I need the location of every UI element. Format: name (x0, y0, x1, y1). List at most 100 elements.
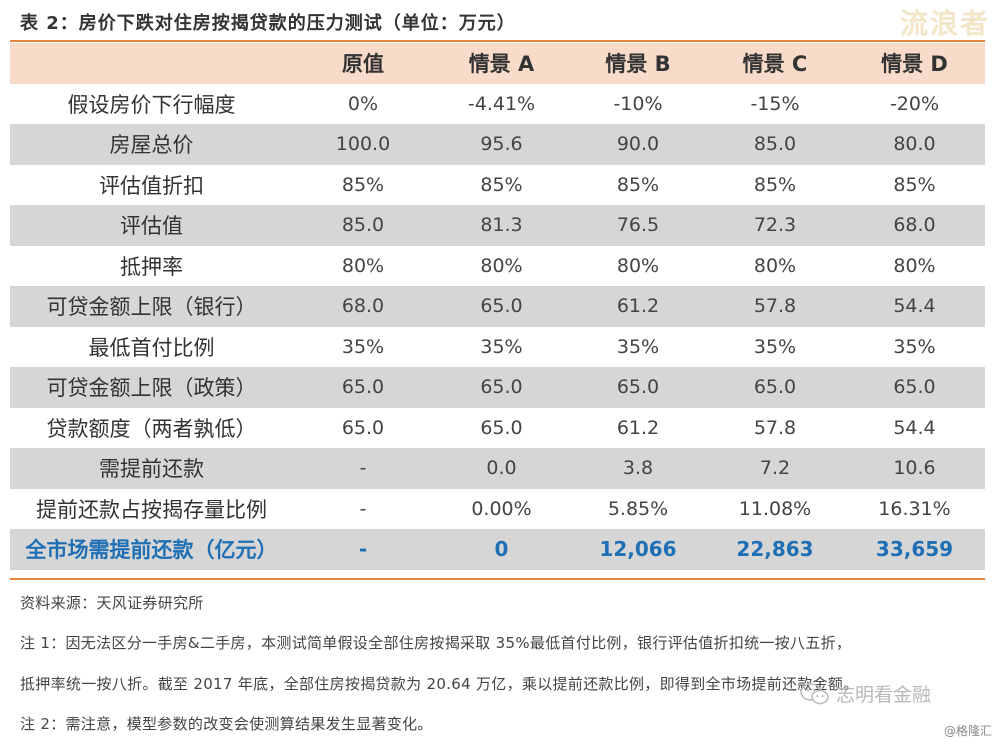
source-note: 资料来源：天风证券研究所 (20, 594, 204, 612)
table-cell: 85% (753, 173, 797, 196)
table-cell: 35% (893, 335, 936, 358)
stress-test-table: 原值 情景 A 情景 B 情景 C 情景 D 假设房价下行幅度 0% -4.41… (10, 43, 985, 570)
table-cell: - (358, 537, 368, 562)
header-cell: 情景 C (742, 52, 808, 77)
table-cell: - (359, 457, 367, 480)
table-cell: 68.0 (341, 295, 385, 318)
table-cell: 85% (480, 173, 523, 196)
bottom-rule (10, 578, 985, 580)
table-cell: 80% (616, 254, 660, 277)
table-cell: 0.00% (471, 497, 532, 520)
table-cell: 65.0 (893, 376, 936, 399)
table-cell: 76.5 (616, 214, 660, 237)
wechat-icon (800, 682, 830, 706)
table-cell: 65.0 (480, 376, 523, 399)
table-cell: -20% (889, 92, 940, 115)
table-cell: 11.08% (738, 497, 812, 520)
table-cell: 57.8 (753, 416, 797, 439)
table-cell: 65.0 (616, 376, 660, 399)
table-cell: 54.4 (893, 295, 936, 318)
table-cell: - (359, 497, 367, 520)
table-cell: 61.2 (616, 295, 660, 318)
table-cell: 0 (494, 537, 509, 562)
table-row: 房屋总价 100.0 95.6 90.0 85.0 80.0 (10, 124, 985, 165)
table-cell: 5.85% (607, 497, 669, 520)
table-cell: 12,066 (599, 537, 677, 562)
table-cell: 7.2 (759, 457, 791, 480)
title-bar: 表 2：房价下跌对住房按揭贷款的压力测试（单位：万元） 流浪者 (0, 0, 1000, 40)
row-label: 假设房价下行幅度 (67, 92, 236, 117)
table-cell: 90.0 (616, 133, 660, 156)
row-label: 可贷金额上限（银行） (46, 295, 257, 320)
table-row: 贷款额度（两者孰低） 65.0 65.0 61.2 57.8 54.4 (10, 407, 985, 448)
table-cell: 35% (480, 335, 523, 358)
table-header-row: 原值 情景 A 情景 B 情景 C 情景 D (10, 43, 985, 84)
table-cell: -4.41% (467, 92, 536, 115)
row-label: 抵押率 (120, 254, 183, 279)
note-1-line-2: 抵押率统一按八折。截至 2017 年底，全部住房按揭贷款为 20.64 万亿，乘… (20, 675, 859, 693)
table-cell: 72.3 (753, 214, 797, 237)
table-cell: 65.0 (480, 295, 523, 318)
note-1-line-1: 注 1：因无法区分一手房&二手房，本测试简单假设全部住房按揭采取 35%最低首付… (20, 634, 852, 652)
watermark-bottom-text: 志明看金融 (836, 684, 932, 706)
title-rule (10, 40, 985, 42)
table-cell: 85% (341, 173, 385, 196)
table-cell: 22,863 (736, 537, 814, 562)
table-cell: 85% (616, 173, 660, 196)
table-cell: 80% (893, 254, 936, 277)
table-cell: 61.2 (616, 416, 660, 439)
table-cell: 54.4 (893, 416, 936, 439)
table-cell: 35% (616, 335, 660, 358)
table-cell: 65.0 (341, 416, 385, 439)
table-cell: -10% (613, 92, 663, 115)
table-cell: -15% (750, 92, 800, 115)
table-cell: 85.0 (753, 133, 797, 156)
table-cell: 85.0 (341, 214, 385, 237)
table-cell: 80% (480, 254, 523, 277)
table-title: 表 2：房价下跌对住房按揭贷款的压力测试（单位：万元） (20, 13, 516, 34)
row-label: 全市场需提前还款（亿元） (25, 538, 278, 563)
header-cell: 原值 (342, 52, 384, 77)
table-cell: 81.3 (480, 214, 523, 237)
row-label: 评估值 (120, 214, 183, 239)
table-cell: 0% (347, 92, 379, 115)
table-cell: 95.6 (480, 133, 523, 156)
row-label: 提前还款占按揭存量比例 (36, 497, 267, 522)
table-cell: 33,659 (875, 537, 954, 562)
row-label: 贷款额度（两者孰低） (46, 416, 257, 441)
table-cell: 35% (341, 335, 385, 358)
table-row: 抵押率 80% 80% 80% 80% 80% (10, 245, 985, 286)
watermark-corner: @格隆汇 (943, 724, 992, 738)
note-2: 注 2：需注意，模型参数的改变会使测算结果发生显著变化。 (20, 715, 433, 733)
watermark-top: 流浪者 (899, 7, 990, 40)
table-row: 提前还款占按揭存量比例 - 0.00% 5.85% 11.08% 16.31% (10, 488, 985, 529)
header-cell: 情景 D (881, 52, 948, 77)
table-row: 假设房价下行幅度 0% -4.41% -10% -15% -20% (10, 83, 985, 124)
table-cell: 16.31% (878, 497, 951, 520)
table-cell: 10.6 (893, 457, 936, 480)
table-cell: 80% (753, 254, 797, 277)
table-row: 评估值折扣 85% 85% 85% 85% 85% (10, 164, 985, 205)
table-cell: 65.0 (480, 416, 523, 439)
header-cell (10, 43, 293, 84)
row-label: 房屋总价 (109, 133, 194, 158)
table-cell: 57.8 (753, 295, 797, 318)
row-label: 可贷金额上限（政策） (46, 376, 257, 401)
wechat-watermark: 志明看金融 (800, 680, 931, 707)
table-row: 需提前还款 - 0.0 3.8 7.2 10.6 (10, 448, 985, 489)
header-cell: 情景 A (468, 52, 535, 77)
total-row: 全市场需提前还款（亿元） - 0 12,066 22,863 33,659 (10, 529, 985, 570)
table-cell: 68.0 (893, 214, 936, 237)
table-cell: 80% (341, 254, 385, 277)
table-cell: 0.0 (486, 457, 517, 480)
table-cell: 35% (753, 335, 797, 358)
table-cell: 80.0 (893, 133, 936, 156)
row-label: 最低首付比例 (88, 335, 215, 360)
table-row: 最低首付比例 35% 35% 35% 35% 35% (10, 326, 985, 367)
table-row: 可贷金额上限（政策） 65.0 65.0 65.0 65.0 65.0 (10, 367, 985, 408)
header-cell: 情景 B (605, 52, 671, 77)
table-cell: 100.0 (335, 133, 391, 156)
table-cell: 3.8 (622, 457, 654, 480)
table-cell: 65.0 (341, 376, 385, 399)
table-row: 可贷金额上限（银行） 68.0 65.0 61.2 57.8 54.4 (10, 286, 985, 327)
